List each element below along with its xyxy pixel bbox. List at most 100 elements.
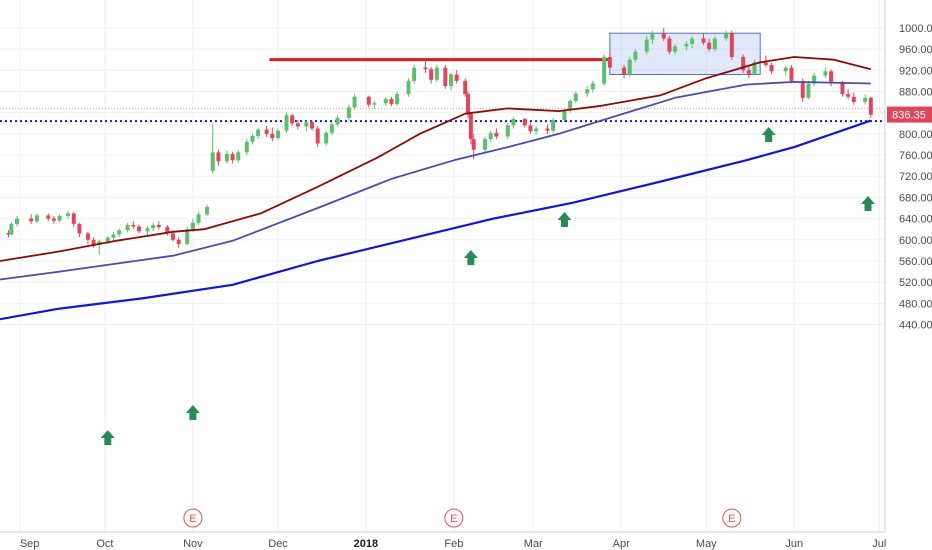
candle-body <box>412 67 417 81</box>
y-tick-label: 520.00 <box>899 277 932 289</box>
candle-body <box>105 237 110 242</box>
candle-body <box>562 110 567 121</box>
candle-body <box>769 64 774 72</box>
candle-body <box>117 230 122 235</box>
y-tick-label: 600.00 <box>899 235 932 247</box>
candle-body <box>752 62 757 75</box>
candle-body <box>250 135 255 142</box>
earnings-marker[interactable] <box>722 508 742 528</box>
y-tick-label: 720.00 <box>899 171 932 183</box>
candle-body <box>840 83 845 95</box>
candle-body <box>846 94 851 97</box>
candle-body <box>707 42 712 50</box>
candle-body <box>823 71 828 76</box>
candle-body <box>230 153 235 161</box>
candle-body <box>729 33 734 58</box>
candle-body <box>607 57 612 68</box>
candle-body <box>346 107 351 118</box>
x-tick-label: Nov <box>183 538 203 550</box>
candle-body <box>34 215 39 222</box>
candle-body <box>91 239 96 246</box>
candle-body <box>335 117 340 125</box>
candle-body <box>29 218 34 222</box>
candle-body <box>185 229 190 245</box>
candle-body <box>210 152 215 171</box>
candle-body <box>763 62 768 65</box>
candle-body <box>352 96 357 108</box>
candle-body <box>406 80 411 95</box>
buy-arrow <box>463 250 478 265</box>
candle-body <box>573 93 578 101</box>
candle-body <box>395 94 400 105</box>
series-line-ma50 <box>0 56 872 262</box>
last-price-label: 836.35 <box>892 110 926 122</box>
earnings-marker-label: E <box>728 513 735 525</box>
candle-body <box>383 98 388 104</box>
y-tick-label: 880.00 <box>899 86 932 98</box>
y-tick-label: 440.00 <box>899 320 932 332</box>
candle-body <box>868 97 873 115</box>
candle-body <box>372 103 377 105</box>
candle-body <box>667 38 672 52</box>
candle-body <box>829 71 834 84</box>
candle-body <box>151 224 156 229</box>
candle-body <box>434 67 439 80</box>
candle-body <box>545 128 550 131</box>
candle-body <box>136 226 141 232</box>
x-tick-label: Apr <box>613 538 630 550</box>
candle-body <box>224 153 229 162</box>
candle-body <box>111 234 116 238</box>
x-tick-label: Feb <box>444 538 463 550</box>
candle-body <box>650 33 655 40</box>
buy-arrow <box>557 212 572 227</box>
last-price-tag <box>887 106 932 123</box>
candle-body <box>85 233 90 240</box>
candle-body <box>673 46 678 52</box>
x-tick-label: 2018 <box>354 538 378 550</box>
candle-body <box>627 59 632 75</box>
candle-body <box>511 119 516 126</box>
buy-arrow <box>185 405 200 420</box>
candle-body <box>236 152 241 161</box>
candle-body <box>585 89 590 94</box>
candle-body <box>783 67 788 72</box>
x-tick-label: Jun <box>785 538 803 550</box>
candle-body <box>568 100 573 111</box>
x-tick-label: Sep <box>20 538 40 550</box>
candle-body <box>684 43 689 47</box>
candle-body <box>57 215 62 221</box>
candle-body <box>522 119 527 126</box>
candle-body <box>324 132 329 144</box>
candle-body <box>466 94 471 114</box>
earnings-marker[interactable] <box>444 508 464 528</box>
candle-body <box>724 33 729 39</box>
candle-body <box>690 38 695 44</box>
candle-body <box>746 70 751 75</box>
candle-body <box>270 133 275 139</box>
earnings-marker[interactable] <box>183 508 203 528</box>
candle-body <box>483 139 488 150</box>
candle-body <box>443 67 448 87</box>
candle-body <box>633 51 638 60</box>
candle-body <box>429 69 434 80</box>
candle-body <box>806 83 811 98</box>
candle-body <box>789 67 794 81</box>
y-tick-label: 960.00 <box>899 44 932 56</box>
candle-body <box>196 214 201 223</box>
candle-body <box>171 233 176 240</box>
candle-body <box>15 218 20 224</box>
x-tick-label: Oct <box>96 538 113 550</box>
candle-body <box>156 224 161 228</box>
candle-body <box>190 222 195 230</box>
candle-body <box>812 75 817 84</box>
candle-body <box>275 130 280 139</box>
y-tick-label: 1000.00 <box>899 23 932 35</box>
candle-body <box>661 33 666 39</box>
moving-averages <box>0 56 872 321</box>
candle-body <box>863 97 868 103</box>
candle-body <box>216 152 221 162</box>
series-line-ma100 <box>0 81 871 281</box>
candle-body <box>800 80 805 98</box>
candle-body <box>423 67 428 70</box>
